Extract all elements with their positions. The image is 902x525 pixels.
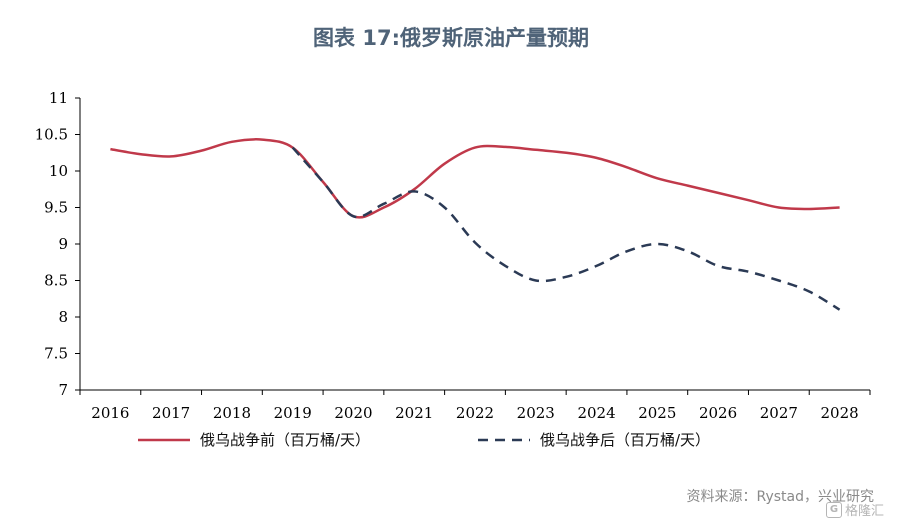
x-tick-label: 2028 — [821, 404, 859, 422]
source-note: 资料来源：Rystad，兴业研究 — [686, 489, 875, 505]
x-tick-label: 2023 — [517, 404, 555, 422]
series-line-1 — [110, 138, 840, 219]
watermark: G 格隆汇 — [825, 500, 884, 519]
legend-label-1: 俄乌战争前（百万桶/天） — [200, 431, 370, 449]
x-tick-label: 2021 — [395, 404, 433, 422]
x-tick-label: 2027 — [760, 404, 798, 422]
series-line-2 — [291, 146, 841, 311]
y-tick-label: 9.5 — [44, 199, 68, 217]
y-tick-label: 11 — [49, 89, 68, 107]
x-tick-label: 2019 — [274, 404, 312, 422]
legend-label-2: 俄乌战争后（百万桶/天） — [540, 431, 710, 449]
legend: 俄乌战争前（百万桶/天） 俄乌战争后（百万桶/天） — [138, 431, 710, 449]
x-tick-label: 2020 — [334, 404, 372, 422]
chart-title: 图表 17:俄罗斯原油产量预期 — [313, 26, 589, 50]
x-tick-label: 2022 — [456, 404, 494, 422]
x-tick-label: 2017 — [152, 404, 190, 422]
y-tick-label: 10 — [49, 162, 68, 180]
x-axis-ticks: 2016 2017 2018 2019 2020 2021 2022 2023 2024 2025… — [79, 390, 871, 422]
x-tick-label: 2025 — [638, 404, 676, 422]
series-group — [110, 138, 841, 311]
watermark-text: 格隆汇 — [844, 504, 884, 519]
x-tick-label: 2018 — [213, 404, 251, 422]
y-tick-label: 8.5 — [44, 272, 68, 290]
y-tick-label: 10.5 — [35, 126, 68, 144]
y-tick-label: 9 — [58, 235, 68, 253]
x-tick-label: 2026 — [699, 404, 737, 422]
y-tick-label: 7.5 — [44, 345, 68, 363]
y-tick-label: 7 — [58, 381, 68, 399]
y-tick-label: 8 — [58, 308, 68, 326]
y-axis-ticks: 11 10.5 10 9.5 9 8.5 8 7.5 7 — [35, 89, 80, 399]
x-tick-label: 2016 — [91, 404, 129, 422]
watermark-logo-icon: G — [825, 501, 842, 518]
x-tick-label: 2024 — [577, 404, 615, 422]
